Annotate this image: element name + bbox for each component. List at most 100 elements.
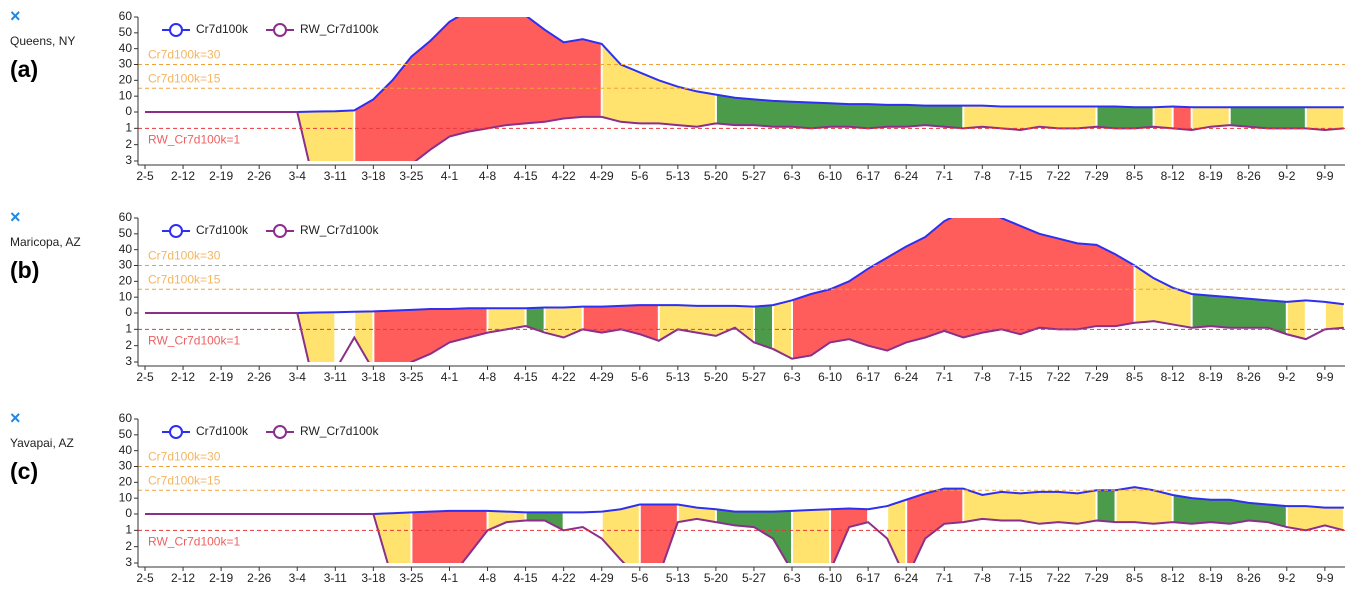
y2-tick-label: 1 xyxy=(125,322,132,336)
y-tick-label: 60 xyxy=(119,210,133,224)
risk-band xyxy=(298,312,335,362)
x-tick-label: 5-13 xyxy=(666,571,690,585)
legend-marker xyxy=(169,23,183,37)
risk-band xyxy=(964,105,1096,130)
series-line xyxy=(145,218,1345,314)
risk-band xyxy=(1192,107,1229,130)
x-tick-label: 4-15 xyxy=(514,571,538,585)
risk-band xyxy=(716,94,963,129)
y-tick-label: 50 xyxy=(119,226,133,240)
x-tick-label: 3-11 xyxy=(324,571,347,585)
x-tick-label: 5-27 xyxy=(742,370,766,384)
x-tick-label: 8-12 xyxy=(1161,169,1185,183)
y-tick-label: 50 xyxy=(119,25,133,39)
y2-tick-label: 3 xyxy=(125,354,132,368)
legend-entry: RW_Cr7d100k xyxy=(266,223,379,238)
legend-marker xyxy=(273,23,287,37)
x-tick-label: 3-25 xyxy=(399,370,423,384)
risk-band xyxy=(964,488,1096,524)
x-tick-label: 5-6 xyxy=(631,370,649,384)
x-tick-label: 7-1 xyxy=(936,169,954,183)
y-tick-label: 30 xyxy=(119,258,133,272)
x-tick-label: 6-3 xyxy=(783,370,801,384)
close-button[interactable]: × xyxy=(10,207,21,227)
x-tick-label: 2-12 xyxy=(171,370,195,384)
x-tick-label: 9-9 xyxy=(1316,370,1334,384)
plot-area xyxy=(145,486,1345,563)
risk-band xyxy=(526,512,563,530)
x-tick-label: 2-5 xyxy=(136,169,154,183)
risk-band xyxy=(374,308,487,362)
risk-band xyxy=(412,510,487,563)
x-tick-label: 3-18 xyxy=(361,169,385,183)
legend-entry: Cr7d100k xyxy=(162,424,249,439)
x-tick-label: 3-4 xyxy=(289,571,307,585)
x-tick-label: 4-22 xyxy=(552,571,576,585)
x-tick-label: 4-22 xyxy=(552,169,576,183)
y2-tick-label: 3 xyxy=(125,555,132,569)
close-button[interactable]: × xyxy=(10,6,21,26)
x-tick-label: 8-19 xyxy=(1199,571,1223,585)
x-tick-label: 4-8 xyxy=(479,169,497,183)
risk-band xyxy=(1173,106,1191,130)
x-tick-label: 4-22 xyxy=(552,370,576,384)
risk-band xyxy=(659,305,753,342)
x-tick-label: 4-15 xyxy=(514,370,538,384)
x-tick-label: 9-9 xyxy=(1316,169,1334,183)
x-tick-label: 3-18 xyxy=(361,370,385,384)
x-tick-label: 9-2 xyxy=(1278,169,1296,183)
x-tick-label: 8-5 xyxy=(1126,169,1144,183)
plot-area xyxy=(145,218,1345,362)
chart-panel: Cr7d100k=30 Cr7d100k=15 RW_Cr7d100k=1 0 1020… xyxy=(119,9,1345,183)
x-tick-label: 8-19 xyxy=(1199,370,1223,384)
x-tick-label: 8-26 xyxy=(1237,169,1261,183)
risk-band xyxy=(355,311,373,362)
x-tick-label: 2-26 xyxy=(247,169,271,183)
x-tick-label: 7-1 xyxy=(936,370,954,384)
x-tick-label: 8-12 xyxy=(1161,571,1185,585)
y-tick-label: 0 xyxy=(125,104,132,118)
y-tick-label: 10 xyxy=(119,490,133,504)
y2-tick-label: 2 xyxy=(125,539,132,553)
x-tick-label: 8-26 xyxy=(1237,370,1261,384)
risk-band xyxy=(1287,300,1305,339)
y-tick-label: 0 xyxy=(125,305,132,319)
x-tick-label: 2-26 xyxy=(247,370,271,384)
x-tick-label: 6-3 xyxy=(783,571,801,585)
x-tick-label: 6-17 xyxy=(856,370,880,384)
x-tick-label: 6-10 xyxy=(818,370,842,384)
risk-band xyxy=(1230,107,1305,129)
y2-tick-label: 2 xyxy=(125,137,132,151)
close-button[interactable]: × xyxy=(10,408,21,428)
reference-label: RW_Cr7d100k=1 xyxy=(148,334,240,348)
reference-label: Cr7d100k=15 xyxy=(148,71,221,85)
x-tick-label: 5-6 xyxy=(631,571,649,585)
y-tick-label: 60 xyxy=(119,9,133,23)
x-tick-label: 4-1 xyxy=(441,169,459,183)
y-tick-label: 30 xyxy=(119,57,133,71)
x-tick-label: 4-1 xyxy=(441,571,459,585)
x-tick-label: 2-19 xyxy=(209,169,233,183)
x-tick-label: 5-20 xyxy=(704,571,728,585)
risk-band xyxy=(374,512,411,563)
risk-band xyxy=(793,509,830,563)
x-tick-label: 8-5 xyxy=(1126,571,1144,585)
legend-marker xyxy=(169,224,183,238)
x-tick-label: 5-20 xyxy=(704,169,728,183)
x-tick-label: 2-5 xyxy=(136,370,154,384)
x-tick-label: 7-15 xyxy=(1008,370,1032,384)
x-tick-label: 7-22 xyxy=(1046,169,1070,183)
x-tick-label: 4-29 xyxy=(590,370,614,384)
y-tick-label: 60 xyxy=(119,411,133,425)
series-line xyxy=(145,312,1344,362)
x-tick-label: 8-26 xyxy=(1237,571,1261,585)
x-tick-label: 2-12 xyxy=(171,571,195,585)
x-tick-label: 2-19 xyxy=(209,571,233,585)
risk-band xyxy=(888,500,906,563)
x-tick-label: 4-8 xyxy=(479,370,497,384)
legend-marker xyxy=(273,425,287,439)
x-tick-label: 3-25 xyxy=(399,571,423,585)
x-tick-label: 7-1 xyxy=(936,571,954,585)
x-tick-label: 6-24 xyxy=(894,370,918,384)
